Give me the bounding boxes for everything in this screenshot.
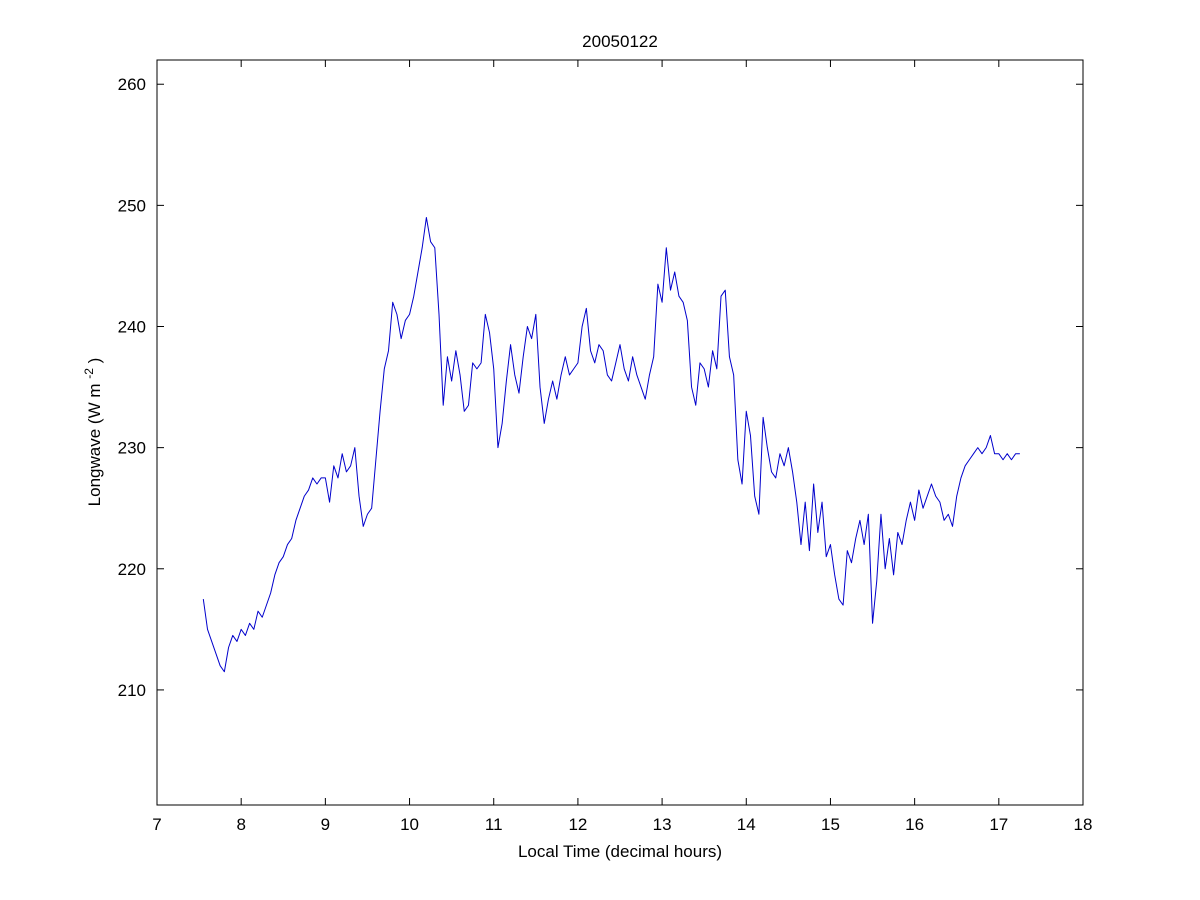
- y-axis-label: Longwave (W m -2 ): [78, 358, 104, 507]
- x-tick-label: 17: [989, 815, 1008, 834]
- y-axis-label-prefix: Longwave (W m: [85, 383, 104, 506]
- x-tick-label: 18: [1074, 815, 1093, 834]
- x-tick-label: 15: [821, 815, 840, 834]
- data-series: [202, 216, 1020, 673]
- x-axis-label: Local Time (decimal hours): [518, 842, 722, 861]
- y-axis-label-superscript: -2: [82, 368, 96, 379]
- axes-box: [156, 59, 1084, 806]
- x-tick-label: 13: [653, 815, 672, 834]
- y-tick-label: 250: [118, 196, 146, 215]
- x-tick-label: 14: [737, 815, 756, 834]
- x-tick-label: 12: [568, 815, 587, 834]
- tick-labels: 7 8 9 10 11 12 13 14 15 16 17 18 210 220 230 240 250 260: [118, 75, 1093, 834]
- x-tick-label: 10: [400, 815, 419, 834]
- y-tick-label: 260: [118, 75, 146, 94]
- longwave-line: [202, 216, 1020, 673]
- y-tick-label: 230: [118, 439, 146, 458]
- x-tick-label: 9: [321, 815, 330, 834]
- tick-marks: [156, 60, 1084, 805]
- y-tick-label: 240: [118, 318, 146, 337]
- x-tick-label: 11: [485, 815, 503, 834]
- y-tick-label: 210: [118, 681, 146, 700]
- x-tick-label: 16: [905, 815, 924, 834]
- x-tick-label: 7: [152, 815, 161, 834]
- x-tick-label: 8: [236, 815, 245, 834]
- y-tick-label: 220: [118, 560, 146, 579]
- y-axis-label-suffix: ): [85, 358, 104, 364]
- chart-title: 20050122: [582, 32, 658, 51]
